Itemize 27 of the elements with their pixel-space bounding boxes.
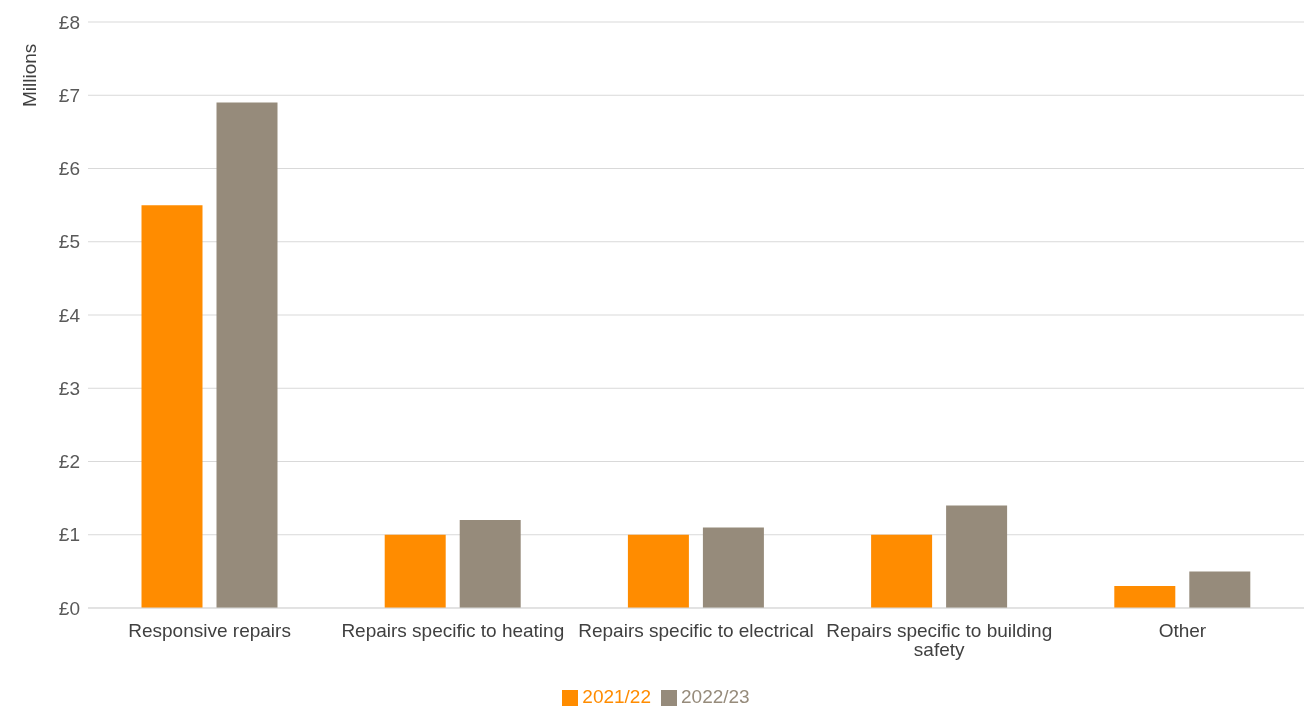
y-tick-label: £8	[58, 11, 80, 33]
bar	[627, 534, 689, 608]
bar	[384, 534, 446, 608]
x-tick-label: Repairs specific to electrical	[578, 620, 814, 642]
y-axis-title: Millions	[19, 43, 41, 107]
bar	[946, 505, 1008, 608]
bar	[459, 520, 521, 608]
bar	[871, 534, 933, 608]
y-tick-label: £5	[58, 231, 80, 253]
x-tick-label: Other	[1158, 620, 1207, 642]
bar	[702, 527, 764, 608]
y-tick-label: £0	[58, 597, 80, 619]
y-tick-label: £3	[58, 377, 80, 399]
legend-label: 2021/22	[582, 686, 651, 707]
legend-label: 2022/23	[681, 686, 750, 707]
bar	[1114, 586, 1176, 608]
x-tick-label: Responsive repairs	[128, 620, 291, 642]
bar	[141, 205, 203, 608]
y-tick-label: £1	[58, 524, 80, 546]
y-tick-label: £2	[58, 451, 80, 473]
x-tick-label: Repairs specific to heating	[341, 620, 565, 642]
y-tick-label: £6	[58, 158, 80, 180]
y-tick-label: £7	[58, 85, 80, 106]
bar	[216, 102, 278, 608]
bar	[1189, 571, 1251, 608]
x-tick-label: Repairs specific to building safety	[826, 620, 1053, 661]
y-tick-label: £4	[58, 304, 81, 326]
